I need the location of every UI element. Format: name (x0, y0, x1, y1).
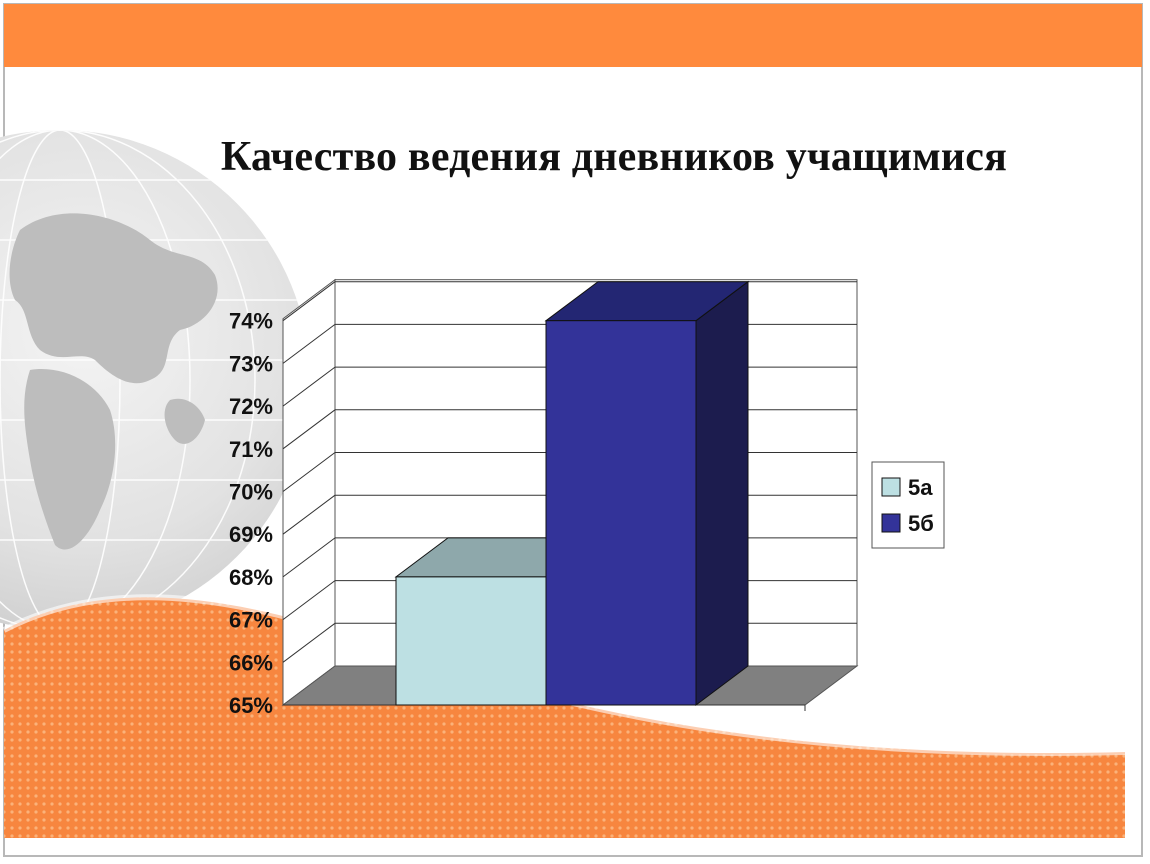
legend-swatch-2 (881, 513, 901, 533)
legend-label-1: 5а (908, 475, 933, 500)
gridline-side (282, 622, 336, 663)
y-tick-label: 70% (229, 480, 273, 505)
top-banner (4, 4, 1142, 67)
legend-label-2: 5б (908, 511, 934, 536)
gridline-side (282, 537, 336, 578)
slide-title: Качество ведения дневников учащимися (220, 134, 1008, 180)
gridline-side (282, 409, 336, 450)
y-tick-label: 67% (229, 608, 273, 633)
gridline-side (282, 323, 336, 364)
y-tick-label: 65% (229, 693, 273, 718)
gridline-side (282, 281, 336, 322)
gridline-side (282, 452, 336, 492)
gridline-side (282, 366, 336, 407)
gridline-side (282, 494, 336, 535)
y-tick-label: 71% (229, 437, 273, 462)
y-tick-label: 74% (229, 309, 273, 334)
gridline-side (282, 580, 336, 620)
y-tick-label: 73% (229, 351, 273, 376)
legend-box (871, 461, 945, 549)
y-tick-label: 66% (229, 650, 273, 675)
globe-decoration (0, 130, 310, 630)
bar-side-2 (695, 280, 749, 706)
y-tick-label: 69% (229, 522, 273, 547)
y-tick-label: 68% (229, 565, 273, 590)
bar-1 (395, 576, 547, 706)
y-tick-label: 72% (229, 394, 273, 419)
bar-2 (545, 320, 697, 706)
legend-swatch-1 (881, 477, 901, 497)
